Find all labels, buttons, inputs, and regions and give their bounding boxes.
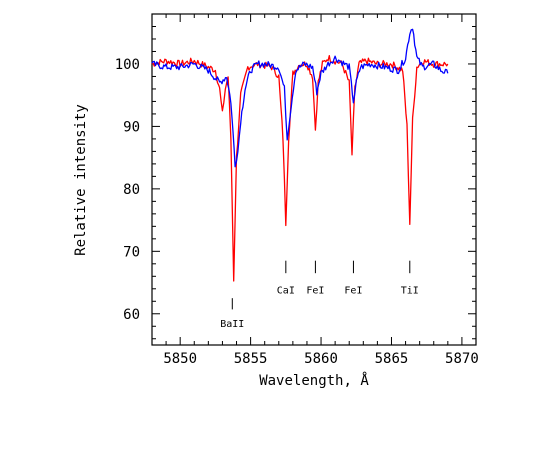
y-tick-label: 60 [123,307,140,323]
plot-frame [151,13,477,346]
x-tick-label: 5870 [445,351,479,367]
y-axis: 60 70 80 90 100 [115,13,476,340]
x-tick-label: 5865 [375,351,409,367]
series-blue-line [151,28,449,168]
series-layer [151,28,449,282]
x-tick-label: 5855 [234,351,268,367]
x-axis-label: Wavelength, Å [259,372,369,389]
y-axis-label: Relative intensity [73,104,89,256]
y-tick-label: 90 [123,119,140,135]
line-markers: BaII CaI FeI FeI TiI [220,260,419,330]
x-axis: 5850 5855 5860 5865 5870 [151,14,479,367]
x-tick-label: 5860 [304,351,338,367]
line-marker-label: FeI [344,286,362,297]
y-tick-label: 100 [115,57,140,73]
line-marker-label: BaII [220,319,244,330]
y-tick-label: 80 [123,182,140,198]
x-tick-label: 5850 [163,351,197,367]
series-red-line [151,54,449,282]
line-marker-label: TiI [401,286,419,297]
line-marker-label: FeI [306,286,324,297]
line-marker-label: CaI [277,286,295,297]
y-tick-label: 70 [123,244,140,260]
